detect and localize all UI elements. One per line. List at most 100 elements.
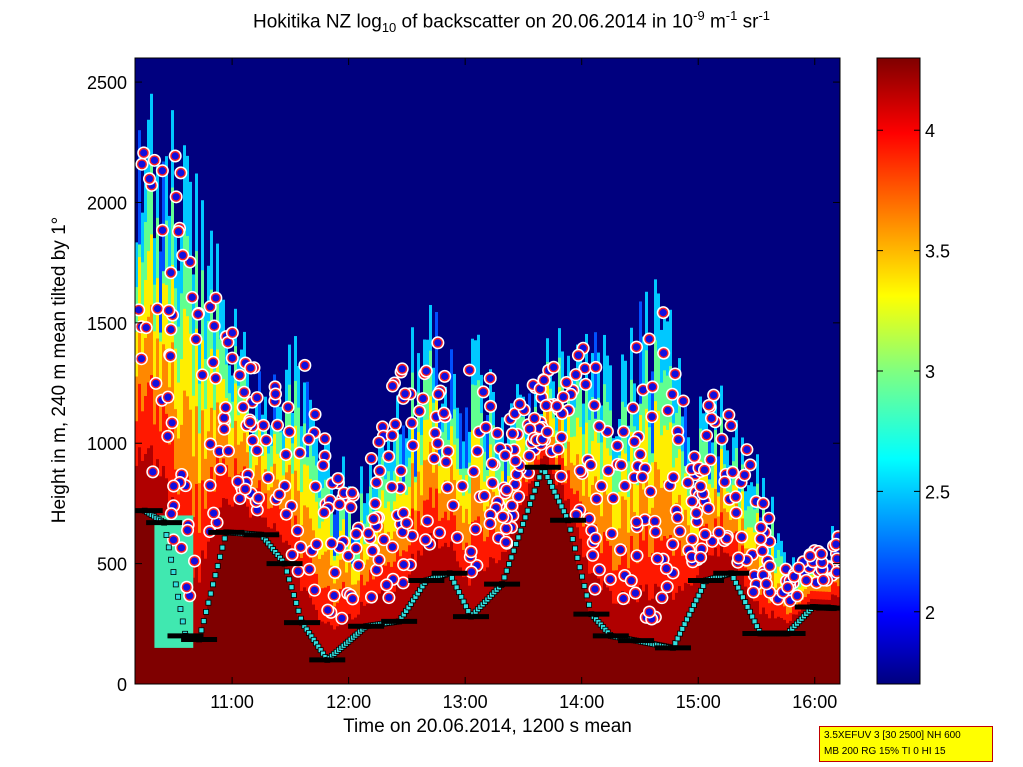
cloud-detection-marker-core [541,400,552,411]
cloud-base-marker [536,474,543,481]
cloud-detection-marker-core [135,304,144,315]
cloud-detection-marker-core [167,417,178,428]
cloud-detection-marker-core [719,476,730,487]
cloud-detection-marker-core [166,508,177,519]
cloud-detection-marker-core [222,337,233,348]
cloud-detection-marker-core [492,428,503,439]
cloud-detection-marker-core [628,402,639,413]
cloud-detection-marker-core [274,489,285,500]
cloud-detection-marker-core [272,420,283,431]
cloud-base-marker [163,532,170,538]
cloud-detection-marker-core [662,405,673,416]
cloud-detection-marker-core [418,393,429,404]
cloud-detection-marker-core [556,471,567,482]
cloud-detection-marker-core [208,357,219,368]
cloud-detection-marker-core [170,151,181,162]
cloud-detection-marker-core [263,472,274,483]
cloud-base-marker [205,599,212,606]
cloud-detection-marker-core [367,545,378,556]
cloud-detection-marker-core [596,481,607,492]
cloud-detection-marker-core [442,482,453,493]
cloud-detection-marker-core [733,552,744,563]
cloud-detection-marker-core [347,487,358,498]
cloud-detection-marker-core [608,493,619,504]
cloud-detection-marker-core [457,480,468,491]
settings-line-2: MB 200 RG 15% TI 0 HI 15 [824,746,946,757]
cloud-detection-marker-core [400,388,411,399]
cloud-detection-marker-core [632,550,643,561]
cloud-detection-marker-core [240,484,251,495]
cloud-base-marker [506,561,512,567]
cloud-detection-marker-core [682,477,693,488]
cloud-detection-marker-core [284,426,295,437]
cloud-detection-marker-core [432,438,443,449]
cloud-base-marker [203,609,209,615]
colorbar-tick-label: 2.5 [925,482,950,502]
cloud-detection-marker-core [472,446,483,457]
cloud-detection-marker-core [699,464,710,475]
cloud-detection-marker-core [386,481,397,492]
cloud-base-marker [212,572,219,579]
cloud-detection-marker-core [745,459,756,470]
cloud-detection-marker-core [398,507,409,518]
cloud-base-marker [574,554,581,561]
cloud-detection-marker-core [381,579,392,590]
cloud-detection-marker-core [816,548,827,559]
cloud-detection-marker-core [479,490,490,501]
cloud-base-marker [576,564,583,571]
cloud-detection-marker-core [587,550,598,561]
cloud-detection-marker-core [758,498,769,509]
cloud-detection-marker-core [707,536,718,547]
plot-frame [134,57,841,685]
y-tick-label: 1000 [87,434,127,454]
cloud-detection-marker-core [234,370,245,381]
cloud-detection-marker-core [247,435,258,446]
cloud-detection-marker-core [208,508,219,519]
cloud-base-series [135,464,840,663]
cloud-detection-marker-core [157,225,168,236]
cloud-base-marker [503,567,510,574]
cloud-detection-marker-core [205,439,216,450]
cloud-base-marker [691,602,697,608]
cloud-detection-marker-core [219,412,230,423]
cloud-detection-marker-core [373,436,384,447]
cloud-detection-marker-core [293,566,304,577]
cloud-detection-marker-core [741,444,752,455]
cloud-base-marker [283,568,290,575]
cloud-detection-marker-core [270,388,281,399]
cloud-detection-marker-core [727,467,738,478]
cloud-detection-marker-core [168,534,179,545]
cloud-base-marker [583,592,590,599]
cloud-detection-marker-core [353,560,364,571]
cloud-base-marker [460,598,467,605]
cloud-detection-marker-core [573,350,584,361]
cloud-detection-marker-core [805,550,816,561]
cloud-base-marker [463,603,469,610]
cloud-detection-marker-core [245,417,256,428]
cloud-base-marker [737,589,744,596]
cloud-detection-marker-core [398,559,409,570]
cloud-detection-marker-core [539,375,550,386]
cloud-detection-marker-core [637,472,648,483]
cloud-detection-marker-core [294,447,305,458]
cloud-base-marker [198,627,205,634]
cloud-detection-marker-core [723,409,734,420]
cloud-detection-marker-core [703,503,714,514]
cloud-detection-marker-core [452,532,463,543]
cloud-detection-marker-core [551,401,562,412]
cloud-base-marker [170,569,177,575]
cloud-detection-marker-core [407,440,418,451]
cloud-base-marker [207,590,214,597]
cloud-detection-marker-core [713,527,724,538]
cloud-base-marker [524,507,531,514]
cloud-base-marker [458,593,465,600]
cloud-detection-marker-core [485,401,496,412]
cloud-detection-marker-core [561,377,572,388]
cloud-detection-marker-core [185,256,196,267]
cloud-base-marker [746,608,753,615]
cloud-base-marker [693,597,700,604]
cloud-detection-marker-core [210,292,221,303]
cloud-detection-marker-core [303,434,314,445]
cloud-detection-marker-core [618,593,629,604]
